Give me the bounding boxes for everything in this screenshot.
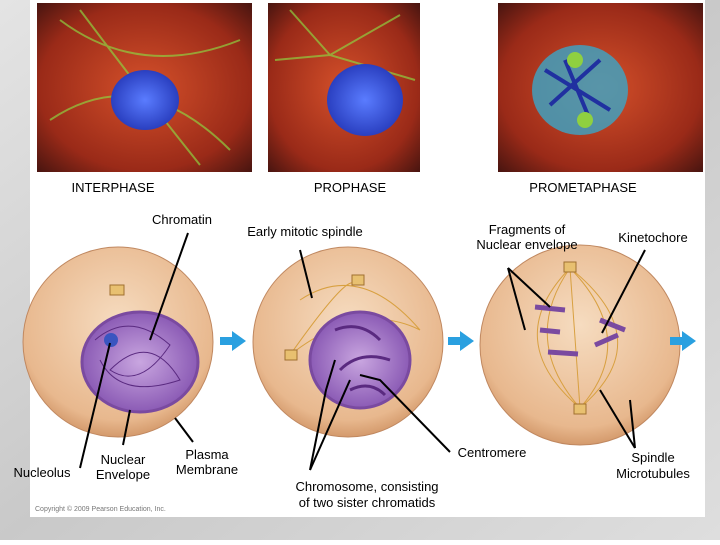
phase-label: PROPHASE (314, 180, 387, 195)
label: Kinetochore (618, 230, 687, 245)
label: Fragments of (489, 222, 566, 237)
label: Envelope (96, 467, 150, 482)
label: Microtubules (616, 466, 690, 481)
label: of two sister chromatids (299, 495, 436, 510)
label: Membrane (176, 462, 238, 477)
label: Chromatin (152, 212, 212, 227)
label: Plasma (185, 447, 229, 462)
phase-label: INTERPHASE (71, 180, 154, 195)
cell-interphase (22, 246, 214, 438)
label: Chromosome, consisting (295, 479, 438, 494)
phase-label: PROMETAPHASE (529, 180, 637, 195)
copyright: Copyright © 2009 Pearson Education, Inc. (35, 505, 166, 513)
label: Early mitotic spindle (247, 224, 363, 239)
label: Centromere (458, 445, 527, 460)
micrograph-prometaphase (498, 3, 703, 172)
label: Nucleolus (13, 465, 71, 480)
cell-prometaphase (479, 244, 681, 446)
micrograph-prophase (268, 3, 420, 172)
label: Nuclear (101, 452, 146, 467)
cell-prophase (252, 246, 444, 438)
label: Nuclear envelope (476, 237, 577, 252)
leader-lines (79, 232, 646, 471)
micrograph-interphase (37, 3, 252, 172)
label: Spindle (631, 450, 674, 465)
arrows (220, 331, 696, 351)
